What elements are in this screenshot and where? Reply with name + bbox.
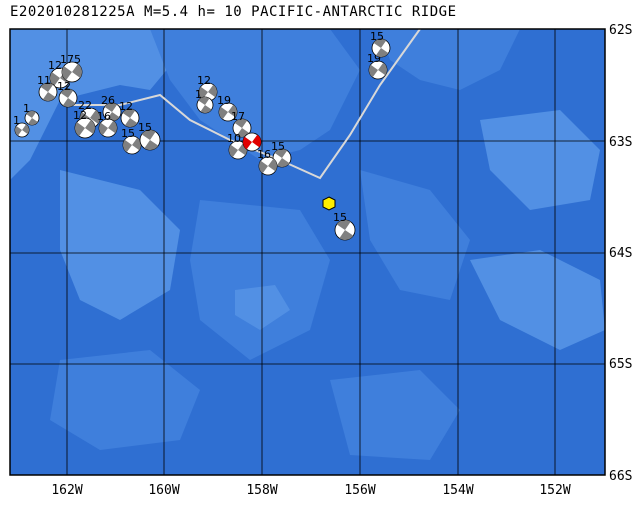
mechanism-label: 15 xyxy=(121,127,135,140)
epicenter-marker[interactable] xyxy=(322,196,336,211)
mechanism-label: 15 xyxy=(138,121,152,134)
mechanism-label: 10 xyxy=(227,132,241,145)
beachball-quadrants xyxy=(199,84,217,100)
beachball-quadrants xyxy=(62,63,82,81)
beachball-quadrants xyxy=(141,130,159,150)
event-depth: h= 10 xyxy=(197,4,243,20)
lon-label-162w: 162W xyxy=(51,483,82,498)
focal-mechanism[interactable]: 26 xyxy=(101,94,122,122)
beachball-quadrants xyxy=(122,109,138,127)
focal-mechanism[interactable]: 15 xyxy=(333,211,356,241)
lon-label-152w: 152W xyxy=(539,483,570,498)
beachball-quadrants xyxy=(75,119,95,137)
beachball-quadrants xyxy=(234,119,250,137)
seamount-patch-3 xyxy=(360,170,470,300)
mechanism-label: 12 xyxy=(73,109,87,122)
lon-label-160w: 160W xyxy=(148,483,179,498)
beachball-quadrants xyxy=(123,137,141,153)
lat-label-66s: 66S xyxy=(609,469,632,484)
beachball-quadrants xyxy=(219,104,237,120)
seamount-patch-2 xyxy=(190,200,330,360)
mechanism-label: 12 xyxy=(119,100,133,113)
focal-mechanism[interactable]: 16 xyxy=(257,148,278,176)
focal-mechanism[interactable]: 12 xyxy=(57,80,78,108)
beachball-quadrants xyxy=(40,83,56,101)
mechanism-label: 11 xyxy=(37,74,51,87)
ridge-flank-nw xyxy=(10,29,175,180)
mechanism-label: 26 xyxy=(101,94,115,107)
map-frame xyxy=(9,28,606,476)
focal-mechanism[interactable]: 15 xyxy=(271,140,292,168)
focal-mechanism[interactable]: 12 xyxy=(197,74,218,102)
lat-label-63s: 63S xyxy=(609,135,632,150)
beachball-quadrants xyxy=(99,120,117,136)
beachball-quadrants xyxy=(369,62,387,78)
focal-mechanism[interactable]: 1 xyxy=(195,88,214,114)
mechanism-label: 22 xyxy=(78,99,92,112)
mechanism-label: 12 xyxy=(48,59,62,72)
graticule xyxy=(10,29,605,475)
focal-mechanism[interactable]: 16 xyxy=(97,110,118,138)
mechanism-label: 12 xyxy=(197,74,211,87)
seamount-patch-6 xyxy=(330,370,460,460)
seamount-patch-4 xyxy=(470,250,605,350)
lat-label-64s: 64S xyxy=(609,246,632,261)
beachball-quadrants xyxy=(229,142,247,158)
mechanism-label: 1 xyxy=(13,114,20,127)
beachball-quadrants xyxy=(60,89,76,107)
seamount-patch-5 xyxy=(50,350,200,450)
focal-mechanism[interactable]: 1 xyxy=(23,102,40,126)
event-region: PACIFIC-ANTARCTIC RIDGE xyxy=(251,4,457,20)
beachball-quadrants xyxy=(336,220,354,240)
seamount-patch-7 xyxy=(480,110,600,210)
focal-mechanism[interactable]: 17 xyxy=(231,110,252,138)
ridge-flank-north xyxy=(150,29,360,160)
event-magnitude: M=5.4 xyxy=(143,4,189,20)
beachball-quadrants xyxy=(274,149,290,167)
mechanism-label: 175 xyxy=(60,53,81,66)
axis-labels: 162W 160W 158W 156W 154W 152W 62S 63S 64… xyxy=(51,23,632,498)
event-title: E202010281225A M=5.4 h= 10 PACIFIC-ANTAR… xyxy=(10,4,457,20)
lon-label-156w: 156W xyxy=(344,483,375,498)
focal-mechanism[interactable]: 1 xyxy=(13,114,30,138)
seamount-patch-1 xyxy=(60,170,180,320)
focal-mechanism[interactable]: 12 xyxy=(119,100,140,128)
bathymetry xyxy=(10,29,605,475)
mechanism-label: 1 xyxy=(195,88,202,101)
mechanism-label: 19 xyxy=(217,94,231,107)
mechanism-label: 15 xyxy=(271,140,285,153)
mechanism-label: 15 xyxy=(370,30,384,43)
ridge-flank-ne xyxy=(380,29,520,90)
beachball-quadrants xyxy=(243,134,261,150)
beachball-quadrants xyxy=(26,111,38,125)
lat-label-65s: 65S xyxy=(609,357,632,372)
beachball-quadrants xyxy=(259,158,277,174)
mechanism-label: 12 xyxy=(57,80,71,93)
focal-mechanism[interactable]: 15 xyxy=(138,121,161,151)
beachball-quadrants xyxy=(198,97,212,113)
event-id: E202010281225A xyxy=(10,4,136,20)
beachball-quadrants xyxy=(373,39,389,57)
beachball-quadrants xyxy=(104,103,120,121)
mechanism-label: 16 xyxy=(97,110,111,123)
mechanism-label: 16 xyxy=(257,148,271,161)
focal-mechanism[interactable]: 15 xyxy=(370,30,391,58)
focal-mechanism[interactable]: 19 xyxy=(217,94,238,122)
lat-label-62s: 62S xyxy=(609,23,632,38)
focal-mechanism[interactable]: 11 xyxy=(37,74,58,102)
focal-mechanism[interactable]: 12 xyxy=(73,109,96,139)
lon-label-154w: 154W xyxy=(442,483,473,498)
beachball-quadrants xyxy=(15,124,29,136)
mechanism-label: 15 xyxy=(333,211,347,224)
lon-label-158w: 158W xyxy=(246,483,277,498)
mechanism-label: 1 xyxy=(23,102,30,115)
focal-mechanism[interactable] xyxy=(242,132,262,152)
focal-mechanism[interactable]: 10 xyxy=(227,132,248,160)
focal-mechanism[interactable]: 175 xyxy=(60,53,83,83)
focal-mechanism[interactable]: 15 xyxy=(121,127,142,155)
seamount-patch-8 xyxy=(235,285,290,330)
mechanism-label: 17 xyxy=(231,110,245,123)
